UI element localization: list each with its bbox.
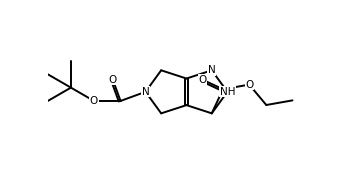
- Text: O: O: [198, 75, 207, 85]
- Text: N: N: [142, 87, 149, 97]
- Text: O: O: [245, 80, 253, 90]
- Text: N: N: [208, 65, 216, 75]
- Text: NH: NH: [220, 87, 235, 97]
- Text: O: O: [109, 75, 117, 85]
- Text: O: O: [90, 96, 98, 106]
